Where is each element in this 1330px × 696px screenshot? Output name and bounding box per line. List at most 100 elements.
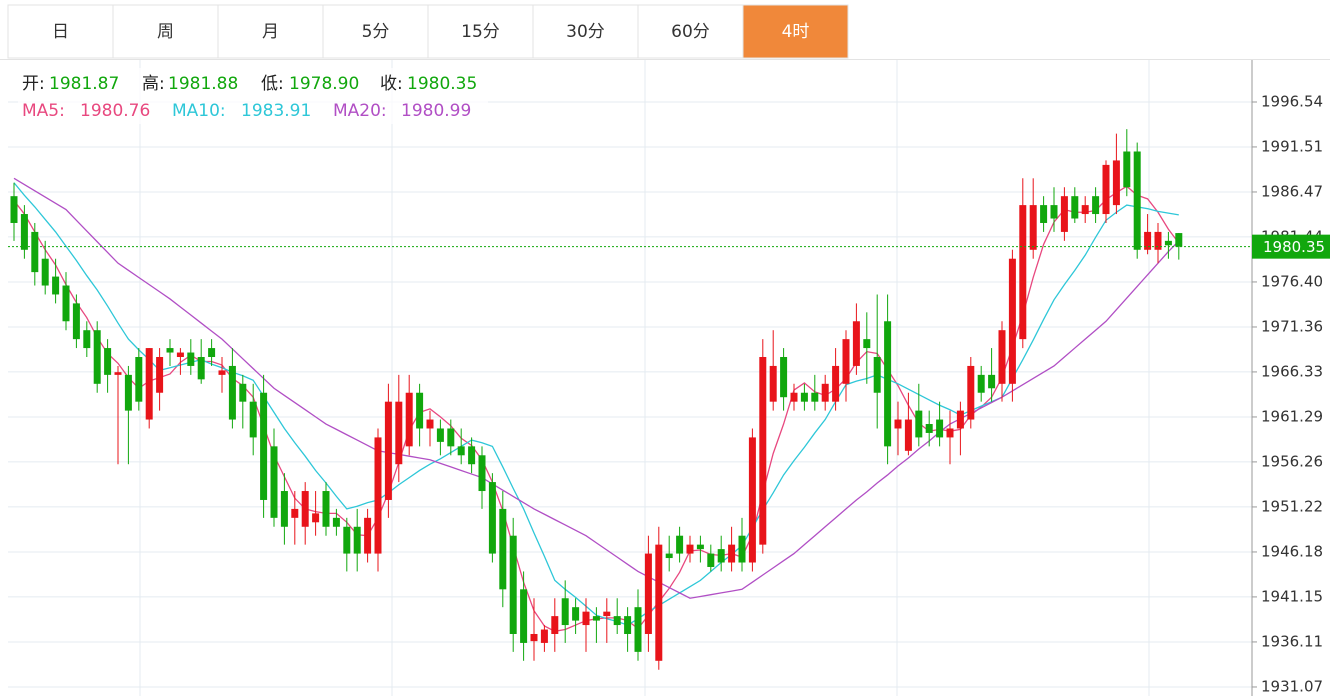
candle-body: [10, 196, 18, 223]
moving-average-line: [13, 177, 1180, 599]
candle-body: [197, 357, 205, 380]
candle-body: [634, 607, 642, 652]
y-tick-label: 1931.07: [1261, 677, 1323, 695]
candle-body: [988, 374, 996, 389]
candle-body: [894, 419, 902, 429]
candle-body: [1071, 196, 1079, 219]
legend-label: MA20:: [333, 101, 387, 121]
candle-body: [1008, 258, 1016, 384]
y-tick-label: 1986.47: [1261, 182, 1323, 200]
candle-body: [270, 446, 278, 518]
candle-body: [520, 589, 528, 643]
candle-body: [956, 410, 964, 429]
candle-body: [1102, 164, 1110, 215]
candle-body: [904, 419, 912, 451]
candle-body: [93, 330, 101, 384]
candle-body: [478, 455, 486, 492]
candle-body: [759, 357, 767, 545]
candle-body: [551, 616, 559, 634]
candle-body: [1123, 151, 1131, 188]
candle-body: [364, 517, 372, 554]
tab-label[interactable]: 30分: [566, 22, 605, 42]
info-label: 开:: [22, 74, 45, 94]
candle-body: [280, 491, 288, 527]
candle-body: [301, 491, 309, 527]
tab-label[interactable]: 4时: [782, 22, 810, 42]
tab-label[interactable]: 15分: [461, 22, 500, 42]
candle-body: [353, 526, 361, 554]
candle-body: [738, 535, 746, 563]
candle-body: [842, 339, 850, 384]
tab[interactable]: [742, 4, 849, 59]
info-value: 1980.35: [407, 74, 477, 94]
candle-body: [1154, 231, 1162, 250]
candle-body: [717, 549, 725, 563]
plot: [8, 129, 1252, 670]
candle-body: [104, 348, 112, 375]
candle-body: [312, 513, 320, 523]
candle-body: [800, 392, 808, 402]
info-label: 低:: [261, 74, 284, 94]
candle-body: [1144, 231, 1152, 250]
tab[interactable]: [637, 4, 744, 59]
candle-body: [977, 374, 985, 393]
candle-body: [1133, 151, 1141, 250]
candle-body: [176, 352, 184, 358]
y-tick-label: 1991.51: [1261, 137, 1323, 155]
candle-body: [832, 365, 840, 402]
legend-value: 1980.99: [401, 101, 471, 121]
candle-body: [156, 357, 164, 393]
tab-label[interactable]: 5分: [362, 22, 390, 42]
legend-label: MA5:: [22, 101, 65, 121]
candle-body: [374, 437, 382, 554]
candle-body: [52, 276, 60, 295]
tab-bar: 日 周 月 5分 15分 30分 60分 4时: [0, 4, 1330, 60]
candle-body: [769, 365, 777, 402]
tab-label[interactable]: 周: [157, 22, 174, 42]
candle-body: [249, 401, 257, 438]
y-tick-label: 1966.33: [1261, 362, 1323, 380]
candle-body: [884, 321, 892, 447]
candle-body: [208, 348, 216, 358]
tab[interactable]: [7, 4, 114, 59]
tab-label[interactable]: 日: [52, 22, 69, 42]
candle-body: [728, 544, 736, 563]
candle-body: [260, 392, 268, 500]
tab-label[interactable]: 月: [262, 22, 279, 42]
candle-body: [218, 370, 226, 375]
candle-body: [1164, 240, 1172, 246]
y-tick-label: 1976.40: [1261, 272, 1323, 290]
candle-body: [187, 352, 195, 366]
candle-body: [1019, 205, 1027, 340]
candle-body: [124, 374, 132, 411]
candle-body: [572, 607, 580, 621]
candle-body: [1175, 233, 1183, 247]
candle-body: [582, 611, 590, 626]
candle-body: [540, 629, 548, 643]
candle-body: [1092, 196, 1100, 215]
candle-body: [488, 482, 496, 554]
candle-body: [925, 424, 933, 433]
candle-body: [416, 392, 424, 429]
candle-body: [780, 357, 788, 398]
candle-body: [655, 544, 663, 661]
legend-value: 1983.91: [241, 101, 311, 121]
info-value: 1981.87: [49, 74, 119, 94]
candle-body: [114, 372, 122, 375]
candle-body: [967, 365, 975, 420]
time-grid: [139, 60, 1150, 696]
candle-body: [405, 392, 413, 447]
last-price-box: [1252, 234, 1330, 259]
candle-body: [686, 544, 694, 554]
candle-body: [135, 357, 143, 402]
tab[interactable]: [217, 4, 324, 59]
tab-label[interactable]: 60分: [671, 22, 710, 42]
candle-body: [946, 428, 954, 438]
candle-body: [873, 357, 881, 393]
legend-background: [18, 68, 488, 124]
candle-body: [790, 392, 798, 402]
info-value: 1981.88: [168, 74, 238, 94]
candle-body: [291, 508, 299, 518]
